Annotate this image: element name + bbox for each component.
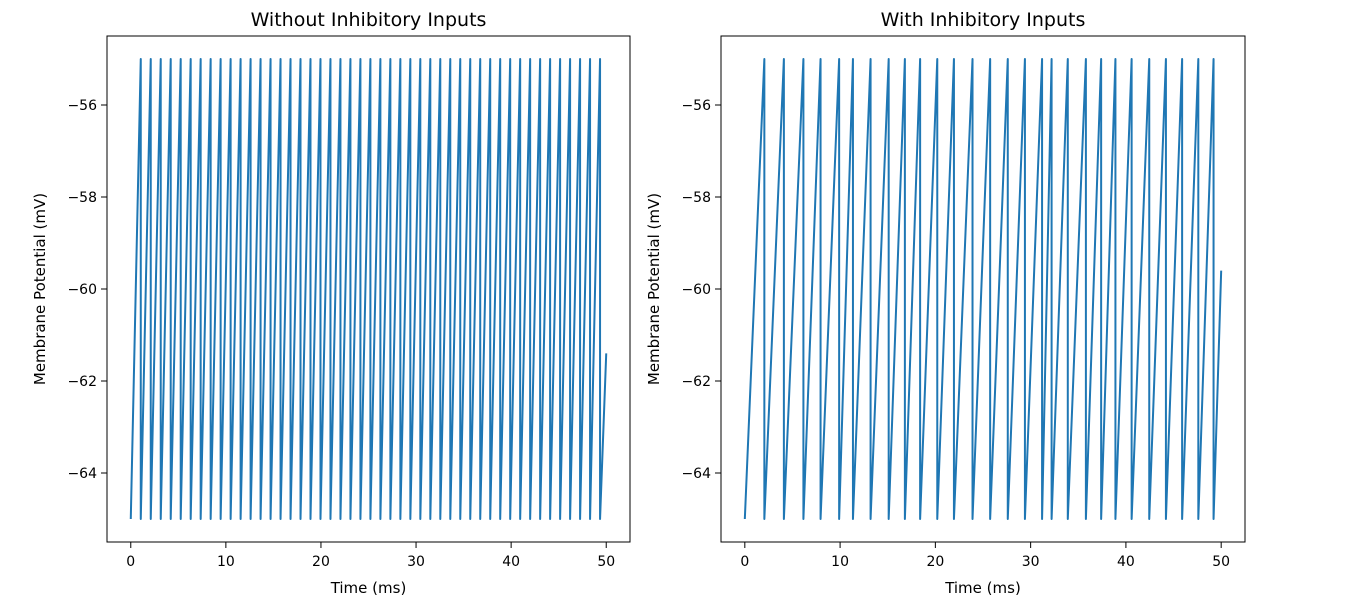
y-tick-label: −60	[681, 282, 711, 298]
x-tick-label: 10	[217, 554, 235, 570]
x-tick-label: 40	[502, 554, 520, 570]
y-tick-label: −56	[67, 98, 97, 114]
x-tick-label: 0	[740, 554, 749, 570]
x-tick-label: 10	[831, 554, 849, 570]
x-tick-label: 40	[1117, 554, 1135, 570]
x-tick-label: 50	[597, 554, 615, 570]
y-tick-label: −60	[67, 282, 97, 298]
x-tick-label: 20	[926, 554, 944, 570]
x-tick-label: 30	[407, 554, 425, 570]
x-axis-label: Time (ms)	[944, 579, 1021, 597]
x-tick-label: 30	[1022, 554, 1040, 570]
chart-title: With Inhibitory Inputs	[881, 9, 1086, 31]
subplot-2: 0 10 20 30 40 50 −64 −62 −60 −58 −56 With Inhibitor…	[645, 9, 1246, 597]
membrane-potential-line	[743, 58, 1223, 520]
y-tick-label: −62	[681, 374, 711, 390]
y-tick-label: −64	[681, 466, 711, 482]
y-tick-label: −64	[67, 466, 97, 482]
membrane-potential-line	[129, 58, 608, 520]
chart-title: Without Inhibitory Inputs	[251, 9, 487, 31]
y-tick-label: −58	[681, 190, 711, 206]
x-tick-label: 50	[1212, 554, 1230, 570]
x-tick-label: 0	[126, 554, 135, 570]
y-axis-label: Membrane Potential (mV)	[645, 193, 663, 385]
y-tick-label: −58	[67, 190, 97, 206]
y-tick-label: −62	[67, 374, 97, 390]
x-axis-label: Time (ms)	[330, 579, 407, 597]
y-tick-label: −56	[681, 98, 711, 114]
y-axis-label: Membrane Potential (mV)	[31, 193, 49, 385]
x-tick-label: 20	[312, 554, 330, 570]
subplot-1: 0 10 20 30 40 50 −64 −62 −60 −58 −56 Without Inhibi…	[31, 9, 631, 597]
